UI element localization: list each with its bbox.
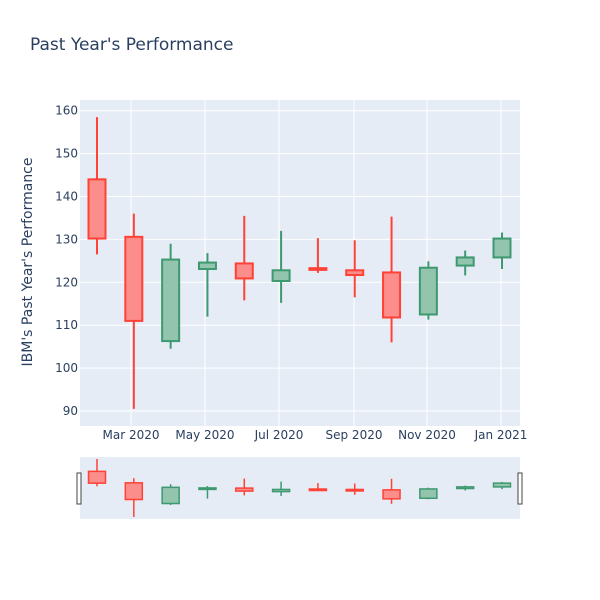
x-tick-label: Jan 2021 [474,428,528,442]
slider-candle-body [308,488,328,492]
slider-candle [124,478,144,517]
candle-body [455,256,475,267]
y-tick-label: 150 [55,147,78,161]
candle[interactable] [197,253,217,317]
slider-candle-body [492,482,512,488]
candle[interactable] [382,216,402,343]
slider-candle [382,478,401,504]
candle[interactable] [418,261,438,320]
candle-body [382,271,402,319]
slider-candle-body [419,488,438,499]
candle-body [234,262,254,280]
x-tick-label: Mar 2020 [103,428,160,442]
y-axis-label: IBM's Past Year's Performance [20,158,36,367]
chart-title: Past Year's Performance [30,35,234,55]
candle[interactable] [308,238,328,273]
candle-body [87,178,107,240]
y-tick-label: 140 [55,190,78,204]
y-tick-label: 160 [55,104,78,118]
slider-candle-body [198,487,217,491]
y-tick-label: 100 [55,361,78,375]
slider-candle [492,481,512,490]
range-slider[interactable] [76,457,523,519]
candle-body [345,269,365,277]
candle[interactable] [345,240,365,298]
candle[interactable] [455,250,475,276]
slider-candle [161,484,180,506]
slider-handle-right[interactable] [517,472,523,505]
candle-body [308,267,328,271]
slider-handle-left[interactable] [76,472,82,505]
candle-body [418,266,438,316]
slider-candle [271,481,291,496]
candle-body [124,235,144,322]
slider-candle-body [455,486,475,490]
slider-candle [345,483,364,495]
plot-background [80,100,520,426]
candle-body [197,261,217,271]
slider-candle-body [161,486,180,505]
candle-body [161,258,181,343]
candle[interactable] [492,232,512,270]
y-tick-label: 110 [55,318,78,332]
candle[interactable] [161,243,181,349]
candle-body [492,237,512,259]
candle[interactable] [271,230,291,303]
slider-candle-body [124,482,144,501]
x-tick-label: May 2020 [175,428,234,442]
main-plot-area[interactable]: Mar 2020 May 2020 Jul 2020 Sep 2020 Nov 2020… [55,100,527,442]
slider-candle-body [271,488,291,493]
slider-candle [455,485,475,491]
slider-candle-body [382,489,401,500]
x-tick-label: Jul 2020 [254,428,304,442]
slider-candle-body [235,487,254,492]
slider-candle-body [87,470,107,484]
slider-candle [419,487,438,500]
candle[interactable] [87,117,107,255]
x-tick-label: Nov 2020 [398,428,456,442]
slider-candle [235,478,254,496]
x-tick-label: Sep 2020 [326,428,383,442]
slider-candle-body [345,488,364,492]
slider-candle [198,486,217,499]
y-tick-label: 130 [55,232,78,246]
slider-candle [308,483,328,492]
y-tick-label: 90 [63,404,78,418]
candle[interactable] [124,213,144,409]
candle[interactable] [234,215,254,301]
candle-body [271,269,291,283]
y-tick-label: 120 [55,275,78,289]
slider-candle [87,459,107,487]
slider-background [80,457,520,519]
